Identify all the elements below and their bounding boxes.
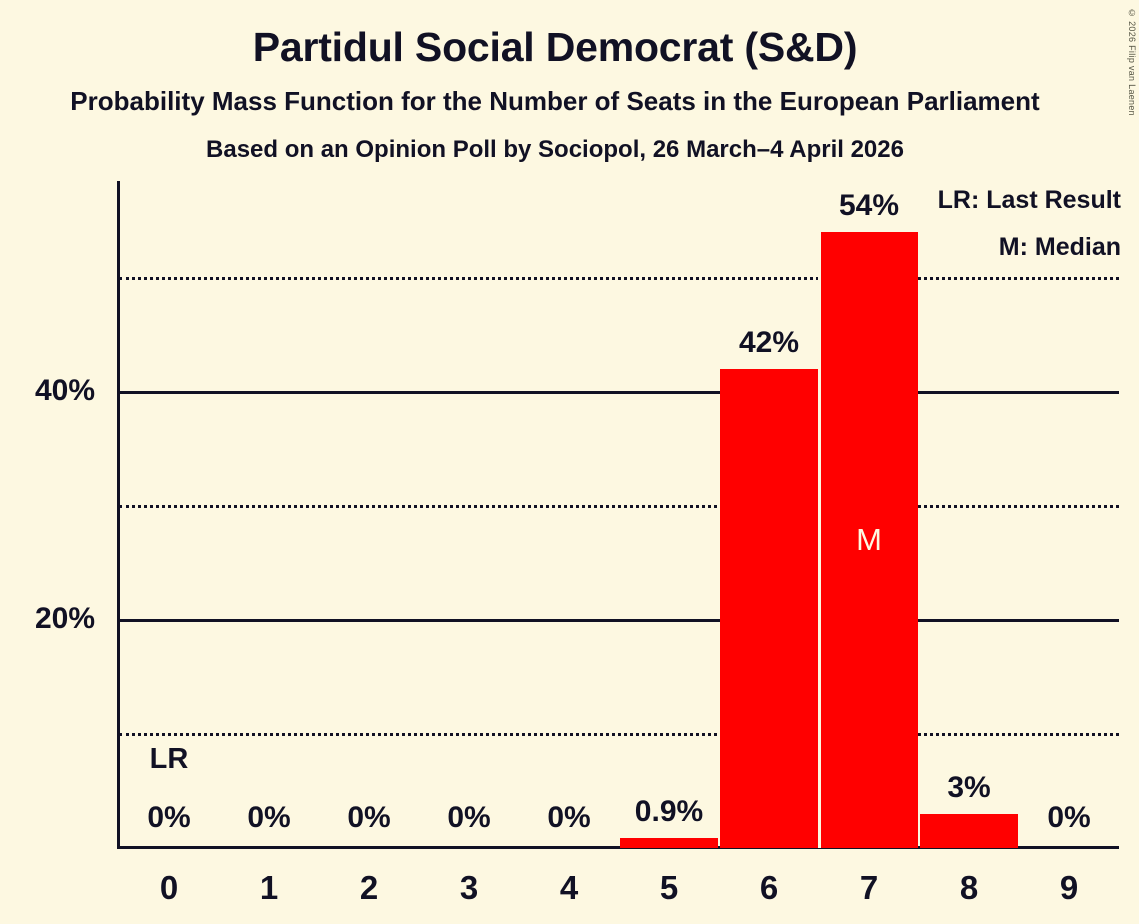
page-title: Partidul Social Democrat (S&D) <box>252 24 858 70</box>
y-tick-label-20: 20% <box>34 602 95 635</box>
chart-source-subtitle: Based on an Opinion Poll by Sociopol, 26… <box>206 136 904 163</box>
last-result-marker: LR <box>149 743 189 775</box>
legend-median: M: Median <box>998 233 1121 261</box>
x-tick-label-2: 2 <box>359 869 379 906</box>
value-label-seat-1: 0% <box>247 801 291 834</box>
x-tick-label-1: 1 <box>259 869 279 906</box>
bar-separator <box>818 232 821 848</box>
y-tick-label-40: 40% <box>34 374 95 407</box>
x-tick-label-4: 4 <box>559 869 579 906</box>
y-axis-line <box>117 181 120 848</box>
copyright-notice: © 2026 Filip van Laenen <box>1127 8 1137 116</box>
value-label-seat-6: 42% <box>738 326 800 359</box>
value-label-seat-5: 0.9% <box>634 795 704 828</box>
x-axis-line <box>117 846 1119 849</box>
chart-subtitle: Probability Mass Function for the Number… <box>70 86 1040 116</box>
x-tick-label-5: 5 <box>659 869 679 906</box>
x-tick-label-7: 7 <box>859 869 879 906</box>
x-tick-label-9: 9 <box>1059 869 1079 906</box>
x-tick-label-3: 3 <box>459 869 479 906</box>
gridline-10pct <box>119 733 1119 736</box>
value-label-seat-4: 0% <box>547 801 591 834</box>
value-label-seat-2: 0% <box>347 801 391 834</box>
x-tick-label-8: 8 <box>959 869 979 906</box>
gridline-50pct <box>119 277 1119 280</box>
value-label-seat-8: 3% <box>947 771 991 804</box>
gridline-30pct <box>119 505 1119 508</box>
x-tick-label-6: 6 <box>759 869 779 906</box>
bar-seat-8 <box>920 814 1018 848</box>
value-label-seat-9: 0% <box>1047 801 1091 834</box>
legend-last-result: LR: Last Result <box>937 186 1121 214</box>
value-label-seat-0: 0% <box>147 801 191 834</box>
bar-seat-6 <box>720 369 818 848</box>
value-label-seat-3: 0% <box>447 801 491 834</box>
median-marker: M <box>856 522 882 557</box>
bar-seat-7 <box>820 232 918 848</box>
bar-seat-5 <box>620 838 718 848</box>
value-label-seat-7: 54% <box>838 189 900 222</box>
gridline-20pct <box>119 619 1119 622</box>
x-tick-label-0: 0 <box>159 869 179 906</box>
gridline-40pct <box>119 391 1119 394</box>
